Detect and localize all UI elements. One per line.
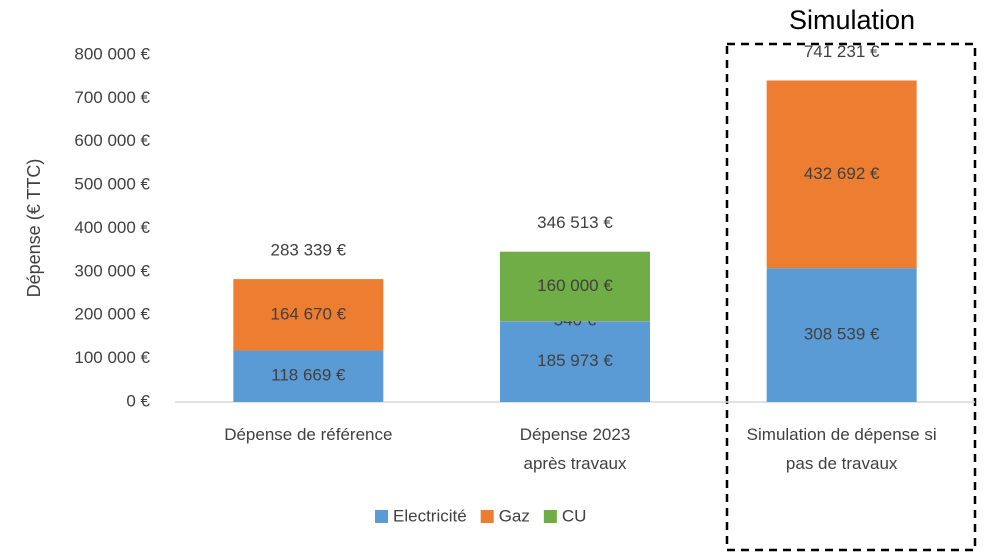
- x-tick-label-line: après travaux: [524, 454, 627, 473]
- y-tick-label: 300 000 €: [74, 261, 150, 280]
- x-tick-label-line: Dépense 2023: [520, 425, 631, 444]
- value-label: 185 973 €: [537, 351, 613, 370]
- value-label: 308 539 €: [804, 325, 880, 344]
- total-label: 741 231 €: [804, 42, 880, 61]
- annotation: Simulation: [789, 5, 915, 35]
- y-axis-label: Dépense (€ TTC): [24, 159, 44, 298]
- value-label: 118 669 €: [271, 366, 346, 385]
- legend-label: Electricité: [393, 506, 467, 525]
- y-tick-label: 400 000 €: [74, 218, 150, 237]
- x-tick-label-line: Dépense de référence: [224, 425, 392, 444]
- x-tick-label: Dépense 2023 après travaux: [520, 425, 631, 473]
- bar-segment: [233, 279, 384, 351]
- y-tick-label: 600 000 €: [74, 131, 150, 150]
- y-tick-label: 500 000 €: [74, 175, 150, 194]
- bar-segment: [500, 321, 650, 402]
- y-tick-label: 800 000 €: [74, 44, 150, 63]
- value-label: 164 670 €: [271, 304, 347, 323]
- legend-label: Gaz: [499, 506, 530, 525]
- y-tick-label: 700 000 €: [74, 88, 150, 107]
- y-tick-label: 100 000 €: [74, 348, 150, 367]
- total-label: 283 339 €: [271, 241, 347, 260]
- legend-label: CU: [562, 506, 587, 525]
- bar-segment: [233, 350, 384, 402]
- x-tick-label-line: Simulation de dépense si: [747, 425, 937, 444]
- legend-swatch: [480, 510, 494, 523]
- bar-segment: [500, 251, 650, 322]
- x-tick-label-line: pas de travaux: [786, 454, 898, 473]
- value-label: 432 692 €: [804, 164, 880, 183]
- value-label: 160 000 €: [537, 276, 613, 295]
- legend-swatch: [543, 510, 557, 523]
- total-label: 346 513 €: [537, 213, 613, 232]
- x-tick-label: Simulation de dépense si pas de travaux: [747, 425, 937, 473]
- x-tick-label: Dépense de référence: [224, 425, 392, 444]
- legend-swatch: [375, 510, 388, 523]
- y-tick-label: 0 €: [126, 391, 150, 410]
- bar-segment: [766, 80, 917, 269]
- y-tick-label: 200 000 €: [74, 305, 150, 324]
- bar-segment: [766, 268, 917, 402]
